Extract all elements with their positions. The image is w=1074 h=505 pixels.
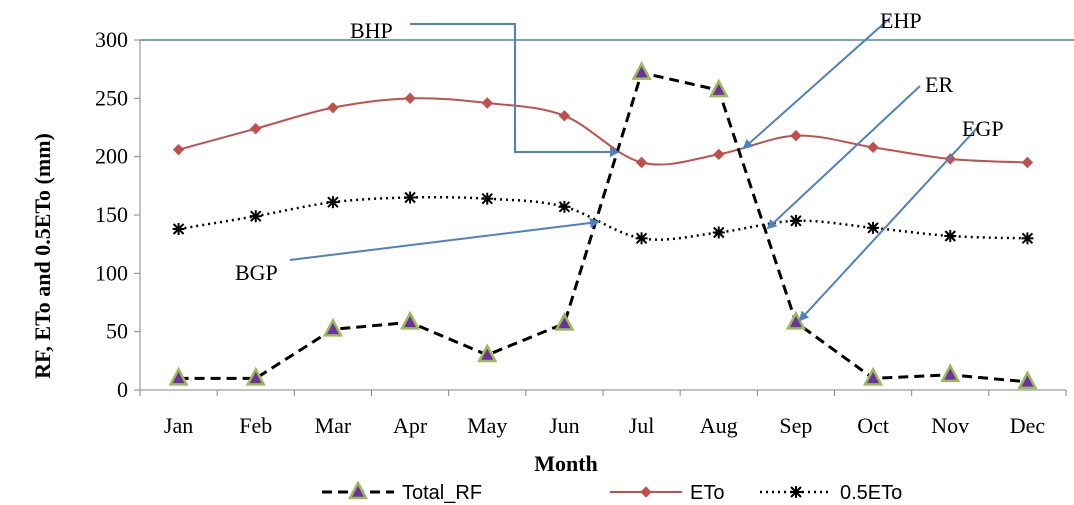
x-tick-label: Oct bbox=[857, 413, 889, 438]
legend-item: ETo bbox=[610, 482, 724, 504]
annotation-egp: EGP bbox=[798, 116, 1004, 322]
y-axis-title: RF, ETo and 0.5ETo (mm) bbox=[30, 133, 55, 379]
data-point bbox=[635, 232, 648, 245]
data-point bbox=[400, 310, 421, 330]
data-point bbox=[940, 363, 961, 383]
data-point bbox=[404, 92, 416, 105]
series-0-5eto bbox=[172, 191, 1034, 245]
data-point bbox=[708, 78, 729, 98]
x-tick-label: Jan bbox=[164, 413, 193, 438]
annotation-arrow bbox=[766, 85, 921, 230]
data-point bbox=[1021, 232, 1034, 245]
annotation-bhp: BHP bbox=[350, 18, 620, 157]
x-tick-label: Aug bbox=[700, 413, 738, 438]
series-total-rf bbox=[168, 61, 1038, 390]
y-tick-label: 200 bbox=[95, 144, 128, 169]
y-tick-label: 0 bbox=[117, 377, 128, 402]
data-point bbox=[862, 366, 884, 386]
data-point bbox=[790, 129, 802, 142]
data-point bbox=[558, 200, 571, 213]
data-point bbox=[245, 366, 266, 386]
legend-label: Total_RF bbox=[402, 482, 482, 504]
x-tick-label: Nov bbox=[931, 413, 969, 438]
legend-label: ETo bbox=[690, 482, 724, 504]
data-point bbox=[250, 122, 262, 135]
y-tick-label: 250 bbox=[95, 85, 128, 110]
data-point bbox=[631, 61, 652, 80]
data-point bbox=[327, 101, 339, 114]
annotation-arrow bbox=[742, 17, 891, 150]
annotation-arrow bbox=[289, 218, 600, 261]
series-layer bbox=[168, 61, 1038, 390]
annotation-arrow bbox=[410, 23, 620, 157]
series-line bbox=[178, 195, 1028, 241]
data-point bbox=[867, 141, 879, 154]
annotation-layer: BHP EHP ER EGP BGP bbox=[140, 8, 1074, 322]
series-eto bbox=[172, 92, 1034, 169]
annotation-er: ER bbox=[766, 72, 953, 230]
data-point bbox=[168, 366, 189, 386]
data-point bbox=[326, 196, 339, 209]
data-point bbox=[1017, 370, 1038, 390]
data-point bbox=[249, 210, 262, 223]
annotation-arrow bbox=[798, 126, 979, 322]
data-point bbox=[554, 311, 575, 331]
x-axis-title: Month bbox=[534, 451, 598, 476]
annotation-label: EHP bbox=[880, 8, 922, 33]
data-point bbox=[172, 143, 185, 156]
annotation-bgp: BGP bbox=[235, 218, 600, 285]
legend-label: 0.5ETo bbox=[840, 482, 902, 504]
data-point bbox=[404, 191, 417, 204]
data-point bbox=[322, 317, 343, 337]
series-line bbox=[178, 97, 1028, 166]
x-tick-label: Jul bbox=[629, 413, 655, 438]
annotation-label: EGP bbox=[962, 116, 1004, 141]
series-line bbox=[178, 70, 1028, 384]
y-tick-label: 100 bbox=[95, 260, 128, 285]
annotation-label: BHP bbox=[350, 18, 393, 43]
data-point bbox=[481, 97, 493, 109]
y-tick-label: 50 bbox=[106, 319, 128, 344]
data-point bbox=[558, 110, 571, 122]
data-point bbox=[712, 226, 725, 239]
legend-marker bbox=[347, 480, 369, 500]
x-tick-label: Apr bbox=[393, 413, 428, 438]
y-tick-label: 150 bbox=[95, 202, 128, 227]
legend-item: 0.5ETo bbox=[760, 482, 902, 504]
legend-marker bbox=[790, 486, 802, 498]
data-point bbox=[713, 148, 725, 161]
axes: 0 50 100 150 200 250 300 Jan Feb Mar Apr May Jun Jul A… bbox=[95, 27, 1067, 438]
x-tick-label: Feb bbox=[239, 413, 272, 438]
data-point bbox=[789, 214, 802, 227]
annotation-ehp: EHP bbox=[742, 8, 922, 150]
y-tick-label: 300 bbox=[95, 27, 128, 52]
data-point bbox=[172, 223, 185, 235]
legend-item: Total_RF bbox=[322, 480, 482, 504]
legend: Total_RF ETo 0.5ETo bbox=[322, 480, 902, 504]
data-point bbox=[944, 230, 957, 242]
data-point bbox=[867, 221, 880, 234]
x-tick-label: May bbox=[467, 413, 507, 438]
legend-marker bbox=[640, 486, 652, 498]
data-point bbox=[477, 343, 498, 363]
x-tick-label: Jun bbox=[549, 413, 580, 438]
x-tick-label: Mar bbox=[315, 413, 352, 438]
x-tick-label: Dec bbox=[1010, 413, 1046, 438]
data-point bbox=[481, 192, 494, 205]
labels-layer: Month RF, ETo and 0.5ETo (mm) bbox=[30, 133, 598, 476]
x-tick-label: Sep bbox=[779, 413, 812, 438]
data-point bbox=[785, 310, 807, 330]
data-point bbox=[635, 156, 648, 169]
annotation-label: ER bbox=[925, 72, 953, 97]
data-point bbox=[1021, 156, 1034, 169]
data-point bbox=[944, 153, 956, 165]
annotation-label: BGP bbox=[235, 260, 278, 285]
